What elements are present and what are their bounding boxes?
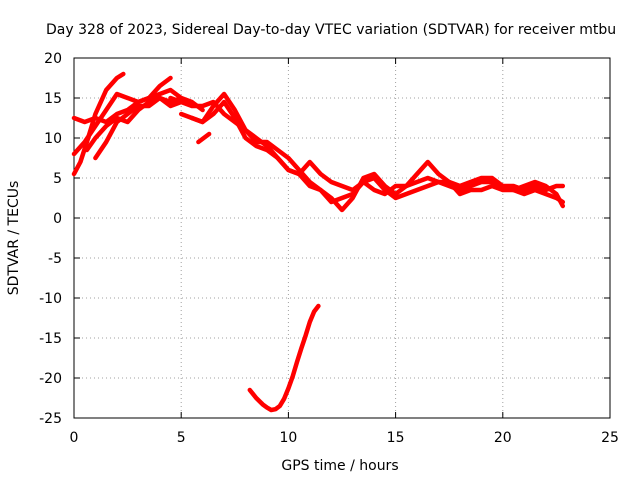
y-tick-label: 10 <box>44 131 62 147</box>
y-tick-label: 5 <box>53 171 62 187</box>
x-tick-label: 10 <box>279 430 297 446</box>
x-tick-labels: 0 5 10 15 20 25 <box>70 430 619 446</box>
data-series <box>71 71 566 413</box>
series-line-track-9 <box>196 131 212 145</box>
y-tick-label: -15 <box>39 331 62 347</box>
y-axis-label: SDTVAR / TECUs <box>6 181 22 296</box>
plot-frame <box>73 57 611 419</box>
y-tick-label: -25 <box>39 411 62 427</box>
x-tick-label: 20 <box>494 430 512 446</box>
series-line-track-3 <box>71 75 173 125</box>
y-tick-label: -5 <box>48 251 62 267</box>
x-tick-label: 5 <box>177 430 186 446</box>
series-line-track-5 <box>93 95 184 161</box>
axis-ticks <box>73 57 611 419</box>
series-line-track-2 <box>71 71 126 177</box>
grid-lines <box>74 58 610 418</box>
chart-title: Day 328 of 2023, Sidereal Day-to-day VTE… <box>46 22 616 38</box>
y-tick-label: -10 <box>39 291 62 307</box>
x-tick-label: 0 <box>70 430 79 446</box>
y-tick-labels: -25 -20 -15 -10 -5 0 5 10 15 20 <box>39 51 62 427</box>
y-tick-label: 0 <box>53 211 62 227</box>
series-line-track-7 <box>178 91 566 213</box>
x-tick-label: 25 <box>601 430 619 446</box>
series-line-track-8 <box>189 99 566 205</box>
y-tick-label: 15 <box>44 91 62 107</box>
y-tick-label: -20 <box>39 371 62 387</box>
x-axis-label: GPS time / hours <box>281 458 398 474</box>
y-tick-label: 20 <box>44 51 62 67</box>
x-tick-label: 15 <box>387 430 405 446</box>
series-line-track-10 <box>247 303 321 413</box>
